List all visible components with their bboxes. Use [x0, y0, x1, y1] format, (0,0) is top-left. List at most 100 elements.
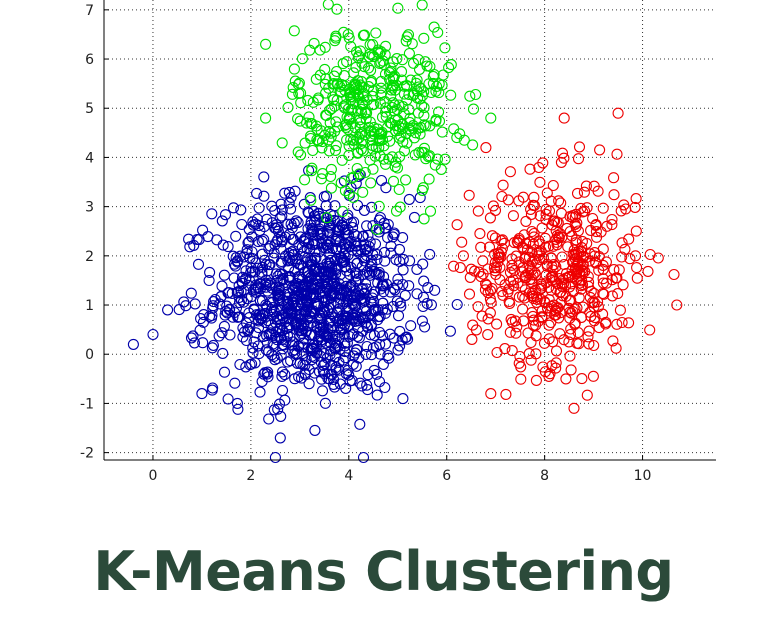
- data-point: [550, 357, 562, 369]
- data-point: [392, 273, 404, 285]
- data-point: [188, 337, 201, 349]
- data-point: [433, 87, 445, 99]
- data-point: [606, 219, 618, 231]
- data-point: [530, 348, 542, 360]
- data-point: [482, 313, 494, 325]
- data-point: [623, 233, 635, 245]
- data-point: [323, 145, 335, 157]
- data-point: [564, 350, 576, 362]
- data-point: [357, 186, 369, 198]
- data-point: [258, 234, 270, 246]
- data-point: [545, 300, 557, 312]
- data-point: [439, 42, 451, 54]
- y-tick-label: -1: [80, 396, 94, 412]
- data-point: [644, 324, 656, 336]
- data-point: [206, 342, 218, 354]
- data-point: [269, 204, 281, 217]
- data-point: [421, 297, 433, 310]
- data-point: [276, 384, 289, 397]
- data-point: [479, 284, 491, 296]
- data-point: [380, 102, 392, 114]
- data-point: [540, 208, 552, 220]
- data-point: [228, 258, 241, 270]
- data-point: [332, 230, 344, 242]
- data-point: [506, 259, 518, 271]
- data-point: [311, 320, 323, 332]
- data-point: [309, 424, 321, 436]
- data-point: [411, 85, 423, 97]
- data-point: [583, 255, 596, 267]
- data-point: [568, 402, 580, 414]
- data-point: [375, 127, 387, 139]
- data-point: [601, 220, 613, 232]
- data-point: [254, 295, 266, 307]
- data-point: [291, 277, 303, 289]
- data-point: [398, 88, 410, 100]
- data-point: [538, 337, 551, 349]
- data-point: [555, 207, 567, 219]
- data-point: [245, 266, 257, 278]
- data-point: [378, 246, 391, 258]
- data-point: [274, 289, 286, 301]
- data-point: [327, 378, 340, 390]
- data-point: [547, 270, 559, 282]
- data-point: [341, 290, 353, 302]
- data-point: [242, 237, 254, 249]
- data-point: [416, 315, 428, 327]
- data-point: [359, 107, 371, 119]
- data-point: [616, 316, 628, 329]
- data-point: [198, 309, 210, 321]
- data-point: [309, 273, 321, 285]
- data-point: [330, 140, 342, 152]
- data-point: [600, 277, 613, 289]
- data-point: [343, 140, 355, 152]
- data-point: [329, 331, 341, 343]
- data-point: [418, 275, 430, 287]
- data-point: [276, 204, 288, 216]
- data-point: [324, 222, 336, 234]
- data-point: [315, 286, 327, 298]
- data-point: [516, 266, 528, 278]
- data-point: [324, 208, 336, 220]
- data-point: [489, 232, 501, 244]
- data-point: [334, 378, 346, 390]
- data-point: [379, 381, 391, 394]
- data-point: [326, 242, 339, 255]
- x-tick-label: 8: [540, 468, 549, 484]
- data-point: [391, 295, 403, 307]
- data-point: [359, 311, 371, 323]
- data-point: [608, 189, 620, 201]
- data-point: [417, 291, 429, 303]
- data-point: [405, 320, 417, 332]
- data-point: [524, 163, 536, 175]
- data-point: [279, 369, 291, 381]
- page-title: K-Means Clustering: [93, 540, 674, 603]
- data-point: [206, 208, 218, 220]
- data-point: [411, 263, 423, 275]
- y-tick-label: 5: [85, 101, 94, 117]
- data-point: [400, 331, 413, 343]
- data-point: [433, 115, 446, 127]
- data-point: [373, 200, 385, 212]
- data-point: [249, 266, 261, 278]
- data-point: [391, 162, 404, 174]
- data-point: [285, 246, 298, 258]
- data-point: [404, 255, 416, 267]
- data-point: [263, 345, 275, 357]
- data-point: [572, 153, 585, 165]
- data-point: [302, 320, 314, 332]
- data-point: [313, 223, 325, 235]
- data-point: [575, 283, 587, 295]
- data-point: [485, 112, 497, 124]
- data-point: [630, 225, 642, 237]
- data-point: [317, 168, 329, 180]
- data-point: [339, 337, 351, 349]
- data-point: [288, 63, 300, 75]
- data-point: [306, 350, 318, 362]
- data-point: [587, 212, 599, 225]
- data-point: [379, 68, 392, 80]
- data-point: [377, 286, 389, 298]
- data-point: [573, 292, 585, 304]
- data-point: [375, 89, 387, 101]
- data-point: [396, 54, 408, 66]
